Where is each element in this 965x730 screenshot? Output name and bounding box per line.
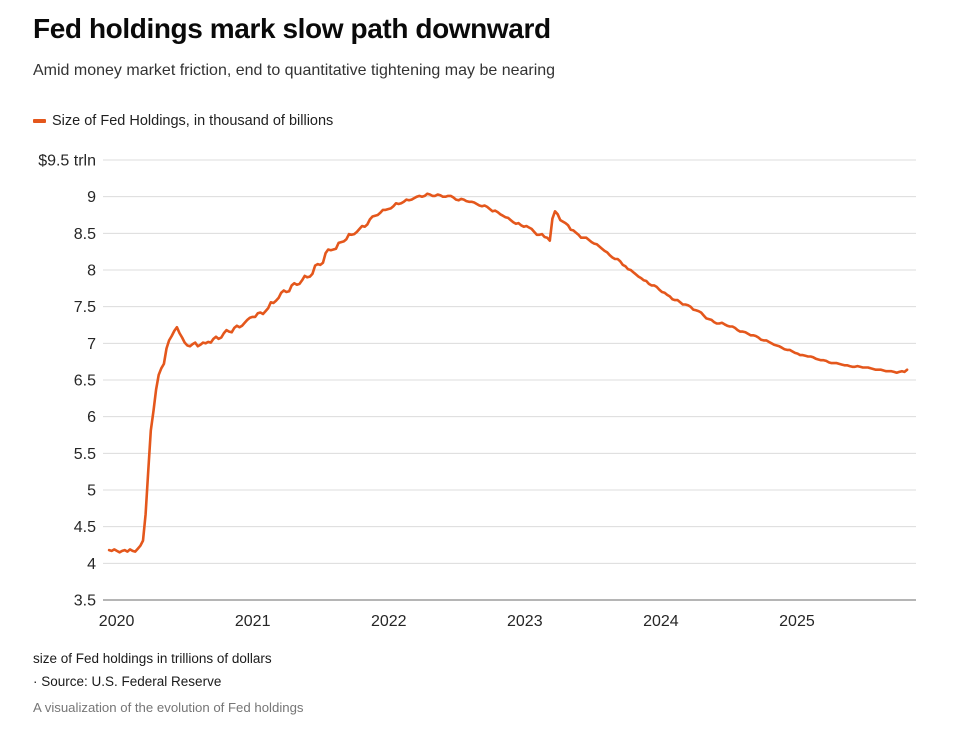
x-tick-label: 2023 bbox=[507, 613, 543, 630]
chart-note: size of Fed holdings in trillions of dol… bbox=[33, 651, 272, 666]
y-tick-label: 6 bbox=[87, 409, 96, 426]
y-tick-label: 4 bbox=[87, 556, 96, 573]
chart-source: · Source: U.S. Federal Reserve bbox=[33, 674, 222, 689]
chart-caption: A visualization of the evolution of Fed … bbox=[33, 700, 304, 715]
x-tick-label: 2025 bbox=[779, 613, 815, 630]
x-tick-label: 2022 bbox=[371, 613, 407, 630]
page-title: Fed holdings mark slow path downward bbox=[33, 13, 551, 44]
legend: Size of Fed Holdings, in thousand of bil… bbox=[33, 112, 333, 130]
y-tick-label: 9 bbox=[87, 189, 96, 206]
y-tick-label: 5.5 bbox=[74, 446, 96, 463]
page-subtitle: Amid money market friction, end to quant… bbox=[33, 62, 556, 79]
y-tick-label: 8.5 bbox=[74, 226, 96, 243]
y-tick-label: 5 bbox=[87, 483, 96, 500]
y-tick-label: 8 bbox=[87, 263, 96, 280]
x-tick-label: 2021 bbox=[235, 613, 271, 630]
x-tick-label: 2024 bbox=[643, 613, 679, 630]
y-tick-label: 3.5 bbox=[74, 593, 96, 610]
y-tick-label: 7.5 bbox=[74, 299, 96, 316]
legend-line-swatch bbox=[33, 119, 46, 123]
x-tick-label: 2020 bbox=[99, 613, 135, 630]
fed-holdings-line bbox=[107, 192, 909, 554]
y-tick-label: 6.5 bbox=[74, 373, 96, 390]
legend-label: Size of Fed Holdings, in thousand of bil… bbox=[52, 113, 334, 129]
y-tick-label: 4.5 bbox=[74, 519, 96, 536]
y-tick-label: 7 bbox=[87, 336, 96, 353]
y-tick-label: $9.5 trln bbox=[38, 153, 96, 170]
